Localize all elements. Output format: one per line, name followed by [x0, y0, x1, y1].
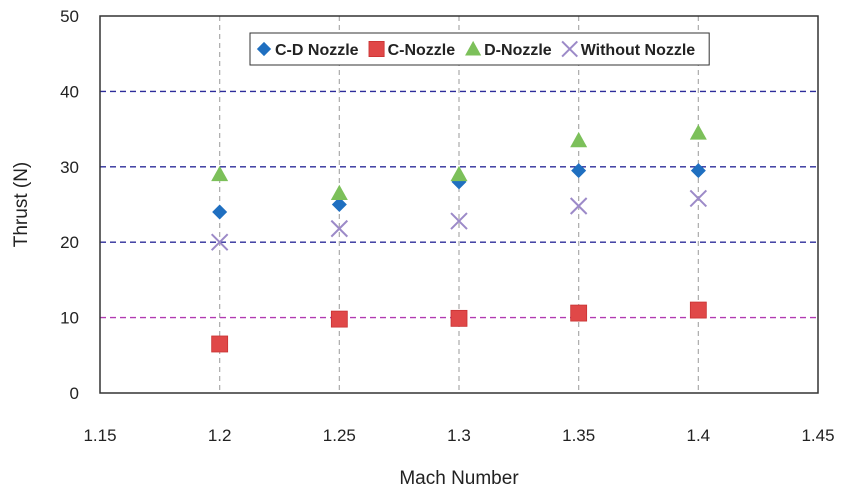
plot-area-border: [99, 15, 819, 394]
without-nozzle-point: [330, 219, 349, 238]
without-nozzle-point: [210, 233, 229, 251]
c-nozzle-point: [330, 310, 348, 328]
c-d-nozzle-point: [331, 197, 347, 212]
y-axis-title: Thrust (N): [11, 162, 32, 248]
c-nozzle-point: [450, 309, 468, 327]
x-tick-label: 1.15: [83, 426, 116, 445]
data-points: [210, 124, 708, 353]
x-tick-label: 1.45: [801, 426, 834, 445]
x-tick-label: 1.25: [323, 426, 356, 445]
legend-box: [249, 32, 710, 66]
y-tick-label: 20: [60, 233, 79, 252]
d-nozzle-point: [450, 165, 468, 182]
legend-marker-c-d-nozzle: [256, 41, 272, 57]
d-nozzle-point: [330, 184, 348, 200]
y-tick-label: 50: [60, 7, 79, 26]
legend-label: C-D Nozzle: [275, 42, 359, 59]
axes: [99, 15, 819, 394]
x-axis-title: Mach Number: [399, 468, 519, 489]
legend-marker-c-nozzle: [368, 41, 385, 58]
y-tick-label: 30: [60, 158, 79, 177]
c-nozzle-point: [570, 304, 588, 322]
legend-label: Without Nozzle: [581, 42, 696, 59]
c-d-nozzle-point: [212, 204, 228, 220]
x-tick-label: 1.3: [447, 426, 471, 445]
legend: C-D Nozzle C-Nozzle D-Nozzle Without Nozzle: [249, 32, 710, 66]
legend-label: C-Nozzle: [388, 42, 456, 59]
x-tick-label: 1.35: [562, 426, 595, 445]
without-nozzle-point: [689, 189, 708, 208]
y-tick-label: 0: [70, 384, 79, 403]
c-d-nozzle-point: [571, 163, 587, 179]
d-nozzle-point: [689, 124, 707, 140]
x-tick-label: 1.2: [208, 426, 232, 445]
legend-marker-d-nozzle: [465, 40, 482, 56]
without-nozzle-point: [569, 197, 588, 215]
c-nozzle-point: [211, 335, 229, 353]
d-nozzle-point: [570, 131, 588, 148]
grid-lines: [100, 16, 818, 393]
legend-label: D-Nozzle: [484, 42, 552, 59]
y-tick-label: 10: [60, 309, 79, 328]
legend-marker-without-nozzle: [561, 40, 578, 58]
y-tick-label: 40: [60, 82, 79, 101]
d-nozzle-point: [211, 165, 229, 182]
c-d-nozzle-point: [690, 163, 706, 179]
tick-labels: 1.15 1.2 1.25 1.3 1.35 1.4 1.45 0 10 20 30 40 50: [60, 7, 834, 445]
x-tick-label: 1.4: [687, 426, 711, 445]
c-nozzle-point: [689, 301, 707, 319]
without-nozzle-point: [450, 212, 468, 230]
